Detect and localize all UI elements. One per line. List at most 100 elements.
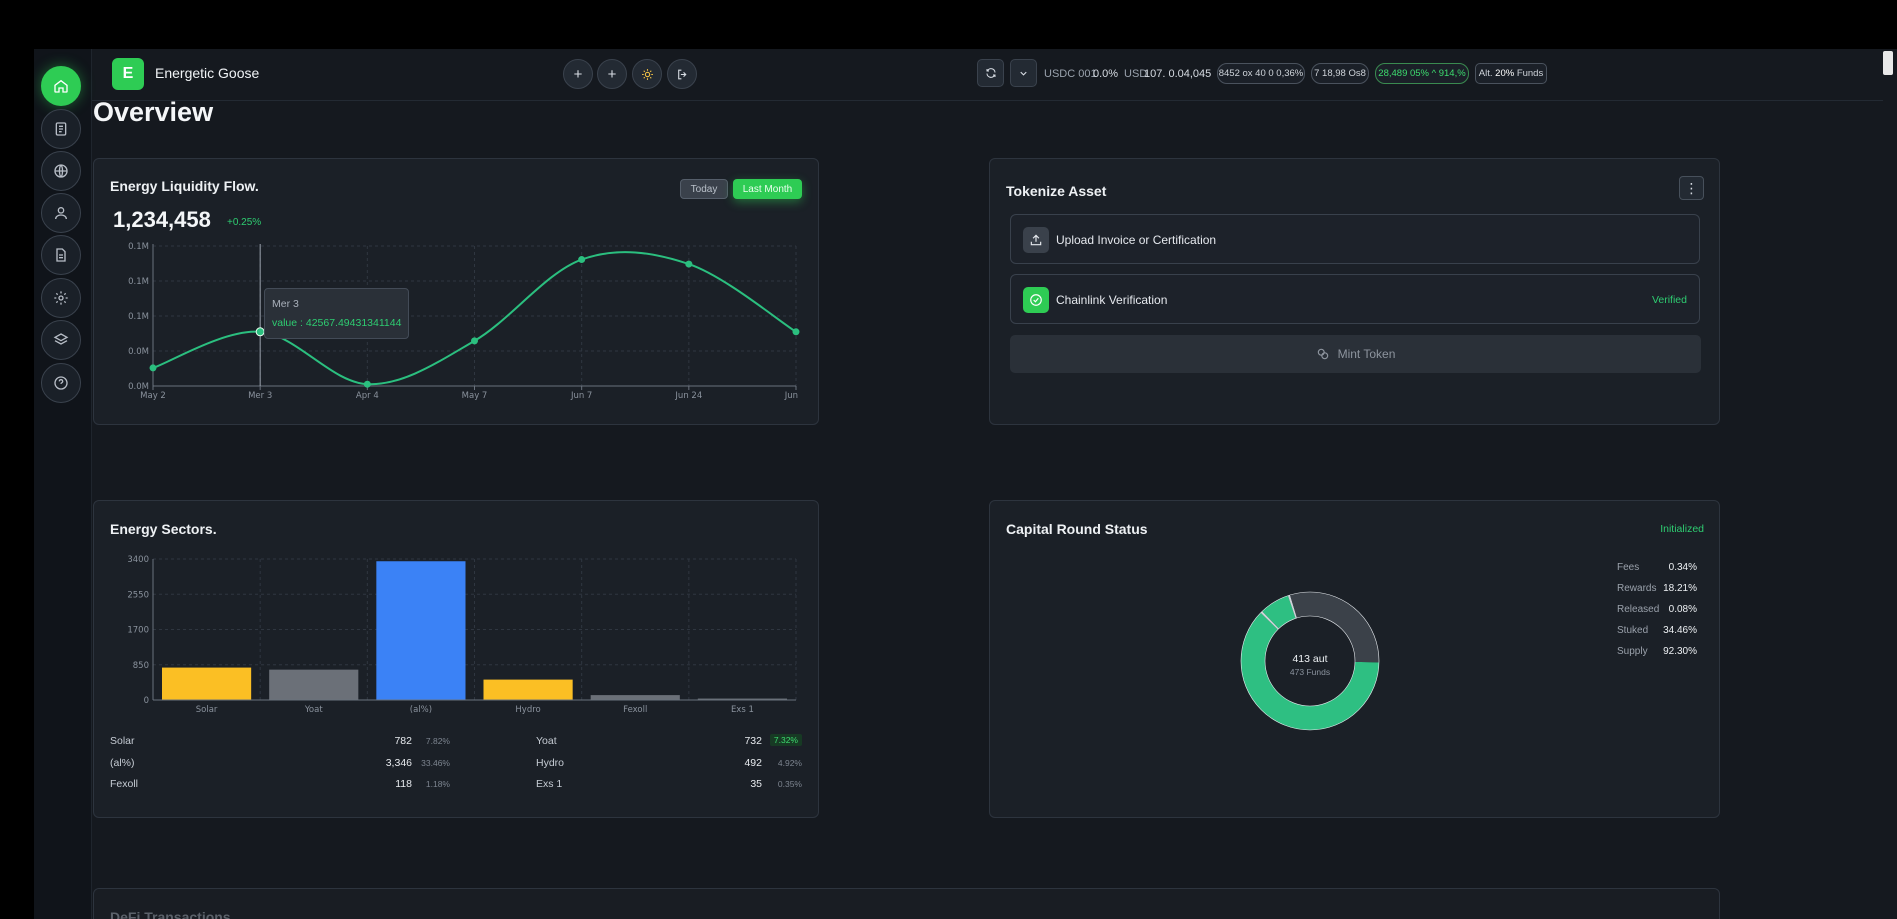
sector-value: 35 xyxy=(750,778,762,790)
user-icon xyxy=(55,207,67,220)
capital-title: Capital Round Status xyxy=(1006,521,1148,537)
donut-segment xyxy=(1260,611,1279,630)
add-secondary-button[interactable]: + xyxy=(597,59,627,89)
liquidity-title: Energy Liquidity Flow. xyxy=(110,178,259,194)
last-month-button[interactable]: Last Month xyxy=(733,179,802,199)
nav-user-button[interactable] xyxy=(41,193,81,233)
add-button[interactable]: + xyxy=(563,59,593,89)
chainlink-label: Chainlink Verification xyxy=(1056,293,1168,307)
capital-legend-value: 92.30% xyxy=(1663,646,1697,657)
nav-invoices-button[interactable] xyxy=(41,109,81,149)
sector-stat-row: Hydro 492 4.92% xyxy=(536,753,802,774)
funds-pill-prefix: Alt. xyxy=(1478,68,1493,79)
x-tick-label: Exs 1 xyxy=(731,705,754,715)
y-tick-label: 0.1M xyxy=(128,312,149,322)
sector-name: Exs 1 xyxy=(536,778,563,790)
mint-token-button[interactable]: Mint Token xyxy=(1010,335,1701,373)
upload-icon xyxy=(1030,234,1042,246)
nav-settings-button[interactable] xyxy=(41,278,81,318)
sector-value: 732 xyxy=(744,735,762,747)
window-scrollbar[interactable] xyxy=(1883,51,1893,75)
bar xyxy=(269,669,359,700)
sector-stat-row: Fexoll 118 1.18% xyxy=(110,774,450,795)
sector-name: Yoat xyxy=(536,735,557,747)
tokenize-title: Tokenize Asset xyxy=(1006,183,1107,199)
liquidity-card: Energy Liquidity Flow. Today Last Month … xyxy=(93,158,819,425)
capital-legend-name: Stuked xyxy=(1617,625,1649,636)
sector-name: Fexoll xyxy=(110,778,139,790)
tokenize-menu-button[interactable]: ⋮ xyxy=(1679,176,1704,200)
x-tick-label: (al%) xyxy=(410,705,432,715)
logout-button[interactable] xyxy=(667,59,697,89)
transactions-card: DeFi Transactions xyxy=(93,888,1720,919)
y-tick-label: 850 xyxy=(133,661,149,671)
x-tick-label: Jun xyxy=(784,391,798,401)
sector-name: Hydro xyxy=(536,757,565,769)
today-button[interactable]: Today xyxy=(680,179,728,199)
home-icon xyxy=(54,79,68,93)
sectors-title: Energy Sectors. xyxy=(110,521,217,537)
capital-card: Capital Round Status Initialized 413 aut… xyxy=(989,500,1720,818)
bar xyxy=(376,561,466,700)
liquidity-value: 1,234,458 xyxy=(113,207,211,232)
app-logo[interactable]: E xyxy=(112,58,144,90)
nav-home-button[interactable] xyxy=(41,66,81,106)
tokenize-card: Tokenize Asset ⋮ Upload Invoice or Certi… xyxy=(989,158,1720,425)
chevron-down-icon xyxy=(1020,71,1027,76)
sectors-bar-chart[interactable]: 0 850 1700 2550 3400 Solar Yoat (al%) Hydro Fexol… xyxy=(94,501,820,731)
nav-globe-button[interactable] xyxy=(41,151,81,191)
sector-value: 118 xyxy=(395,778,412,790)
y-tick-label: 2550 xyxy=(127,590,149,600)
liquidity-delta: +0.25% xyxy=(227,217,262,228)
x-tick-label: May 7 xyxy=(462,391,488,401)
y-tick-label: 3400 xyxy=(127,555,149,565)
sector-name: Solar xyxy=(110,735,135,747)
data-point xyxy=(471,337,478,345)
layers-icon xyxy=(53,333,69,345)
market-pill-2[interactable]: 7 18,98 Os8 xyxy=(1311,63,1369,84)
nav-layers-button[interactable] xyxy=(41,320,81,360)
market-pill-1[interactable]: 8452 ox 40 0 0,36% xyxy=(1217,63,1305,84)
logout-icon xyxy=(677,69,687,79)
more-vertical-icon: ⋮ xyxy=(1684,179,1699,196)
upload-label: Upload Invoice or Certification xyxy=(1056,233,1217,247)
data-point xyxy=(792,328,800,336)
sector-value: 3,346 xyxy=(385,757,412,769)
nav-documents-button[interactable] xyxy=(41,235,81,275)
y-tick-label: 0.1M xyxy=(128,277,149,287)
capital-legend-value: 0.08% xyxy=(1668,604,1697,615)
upload-icon-box xyxy=(1023,227,1049,253)
usd-label: USD xyxy=(1124,68,1148,80)
capital-legend-name: Supply xyxy=(1617,646,1648,657)
y-tick-label: 0 xyxy=(144,696,149,706)
capital-legend-value: 0.34% xyxy=(1668,562,1697,573)
x-tick-label: Apr 4 xyxy=(356,391,379,401)
plus-icon: + xyxy=(573,65,583,83)
dropdown-button[interactable] xyxy=(1010,59,1037,87)
usdc-value: 0.0% xyxy=(1093,68,1119,80)
plus-icon: + xyxy=(607,65,617,83)
sector-percent: 0.35% xyxy=(777,779,802,789)
funds-pill[interactable]: Alt. 20% Funds xyxy=(1475,63,1547,84)
y-tick-label: 0.0M xyxy=(128,382,149,392)
x-tick-label: Mer 3 xyxy=(248,391,272,401)
market-pill-3[interactable]: 28,489 05% ^ 914,% xyxy=(1375,63,1469,84)
capital-legend-value: 34.46% xyxy=(1663,625,1697,636)
x-tick-label: Yoat xyxy=(304,705,323,715)
sector-percent: 7.32% xyxy=(769,734,802,746)
theme-toggle-button[interactable] xyxy=(632,59,662,89)
sector-stat-row: Solar 782 7.82% xyxy=(110,731,450,752)
liquidity-line-chart[interactable]: 0.0M 0.0M 0.1M 0.1M 0.1M May 2 Mer 3 Apr 4 May 7… xyxy=(94,159,820,426)
nav-help-button[interactable] xyxy=(41,363,81,403)
capital-legend-item: Released 0.08% xyxy=(1617,604,1697,620)
capital-donut-chart[interactable] xyxy=(1230,581,1390,741)
chart-tooltip: Mer 3 value : 42567.49431341144 xyxy=(264,288,409,339)
capital-legend-item: Fees 0.34% xyxy=(1617,562,1697,578)
document-dollar-icon xyxy=(55,122,67,136)
chainlink-row[interactable]: Chainlink Verification Verified xyxy=(1010,274,1700,324)
refresh-button[interactable] xyxy=(977,59,1004,87)
sun-icon xyxy=(641,68,653,80)
upload-row[interactable]: Upload Invoice or Certification xyxy=(1010,214,1700,264)
donut-inner-ring xyxy=(1264,615,1356,707)
check-icon-box xyxy=(1023,287,1049,313)
